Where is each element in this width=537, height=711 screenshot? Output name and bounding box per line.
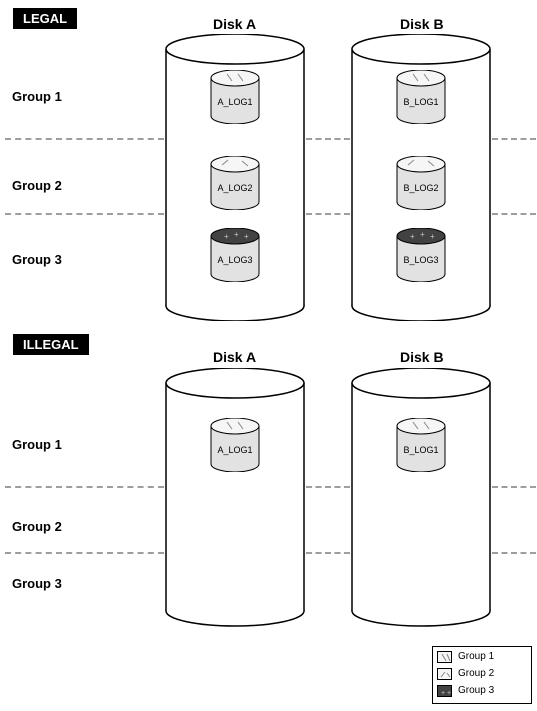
disk-b-label: Disk B	[400, 16, 444, 32]
mini-label-a-log3: A_LOG3	[215, 255, 255, 265]
legal-group2-label: Group 2	[12, 178, 62, 193]
disk-b-label-2: Disk B	[400, 349, 444, 365]
svg-text:+: +	[441, 690, 445, 697]
legend-swatch-g3: ++	[437, 685, 452, 697]
illegal-dash-1b	[306, 486, 350, 488]
illegal-disk-a-cylinder	[165, 368, 305, 655]
legend-label-g2: Group 2	[458, 668, 494, 679]
illegal-dash-1c	[492, 486, 536, 488]
legend-swatch-g2	[437, 668, 452, 680]
legal-group3-label: Group 3	[12, 252, 62, 267]
mini-label-illegal-b-log1: B_LOG1	[401, 445, 441, 455]
illegal-group3-label: Group 3	[12, 576, 62, 591]
illegal-group1-label: Group 1	[12, 437, 62, 452]
illegal-badge: ILLEGAL	[13, 334, 89, 355]
mini-label-illegal-a-log1: A_LOG1	[215, 445, 255, 455]
mini-label-a-log1: A_LOG1	[215, 97, 255, 107]
legal-badge: LEGAL	[13, 8, 77, 29]
svg-text:+: +	[410, 232, 415, 241]
svg-text:+: +	[420, 230, 425, 239]
illegal-dash-2b	[306, 552, 350, 554]
legal-dash-2c	[492, 213, 536, 215]
illegal-dash-1	[5, 486, 164, 488]
svg-text:+: +	[234, 230, 239, 239]
legal-dash-2b	[306, 213, 350, 215]
legal-dash-2	[5, 213, 164, 215]
svg-text:+: +	[224, 232, 229, 241]
disk-a-label: Disk A	[213, 16, 256, 32]
mini-label-b-log1: B_LOG1	[401, 97, 441, 107]
illegal-dash-2	[5, 552, 164, 554]
legend-swatch-g1	[437, 651, 452, 663]
svg-text:+: +	[430, 232, 435, 241]
illegal-dash-2c	[492, 552, 536, 554]
legal-dash-1	[5, 138, 164, 140]
illegal-group2-label: Group 2	[12, 519, 62, 534]
legend-label-g1: Group 1	[458, 651, 494, 662]
illegal-disk-b-cylinder	[351, 368, 491, 655]
legal-dash-1c	[492, 138, 536, 140]
svg-text:+: +	[244, 232, 249, 241]
mini-label-a-log2: A_LOG2	[215, 183, 255, 193]
legend-label-g3: Group 3	[458, 685, 494, 696]
disk-a-label-2: Disk A	[213, 349, 256, 365]
mini-label-b-log2: B_LOG2	[401, 183, 441, 193]
svg-text:+: +	[447, 690, 451, 697]
mini-label-b-log3: B_LOG3	[401, 255, 441, 265]
legal-dash-1b	[306, 138, 350, 140]
legal-group1-label: Group 1	[12, 89, 62, 104]
